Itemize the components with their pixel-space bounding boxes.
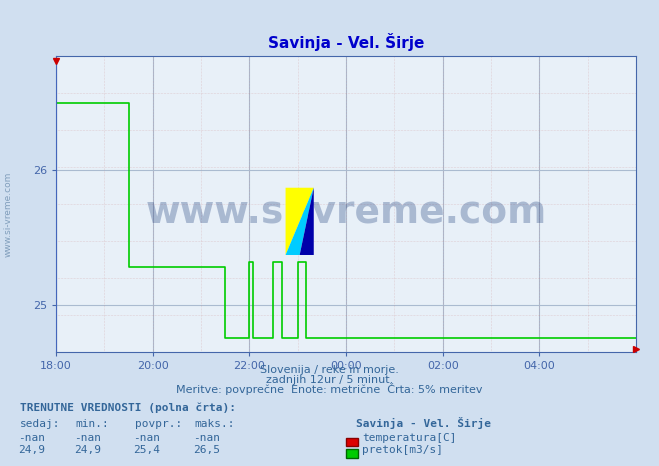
Text: 24,9: 24,9 [74,445,101,455]
Text: -nan: -nan [193,433,219,443]
Text: www.si-vreme.com: www.si-vreme.com [146,195,546,231]
Text: zadnjih 12ur / 5 minut.: zadnjih 12ur / 5 minut. [266,375,393,385]
Polygon shape [300,188,314,255]
Text: -nan: -nan [134,433,160,443]
Text: Meritve: povprečne  Enote: metrične  Črta: 5% meritev: Meritve: povprečne Enote: metrične Črta:… [176,384,483,395]
Text: temperatura[C]: temperatura[C] [362,433,457,443]
Text: TRENUTNE VREDNOSTI (polna črta):: TRENUTNE VREDNOSTI (polna črta): [20,403,236,413]
Title: Savinja - Vel. Širje: Savinja - Vel. Širje [268,33,424,51]
Text: sedaj:: sedaj: [20,419,60,429]
Text: povpr.:: povpr.: [135,419,183,429]
Text: 25,4: 25,4 [134,445,160,455]
Polygon shape [285,188,314,255]
Text: 24,9: 24,9 [18,445,45,455]
Text: Slovenija / reke in morje.: Slovenija / reke in morje. [260,365,399,375]
Text: min.:: min.: [76,419,109,429]
Text: -nan: -nan [74,433,101,443]
Text: Savinja - Vel. Širje: Savinja - Vel. Širje [356,418,491,429]
Text: www.si-vreme.com: www.si-vreme.com [4,171,13,257]
Text: pretok[m3/s]: pretok[m3/s] [362,445,444,455]
Text: 26,5: 26,5 [193,445,219,455]
Polygon shape [285,188,314,255]
Text: maks.:: maks.: [194,419,235,429]
Text: -nan: -nan [18,433,45,443]
